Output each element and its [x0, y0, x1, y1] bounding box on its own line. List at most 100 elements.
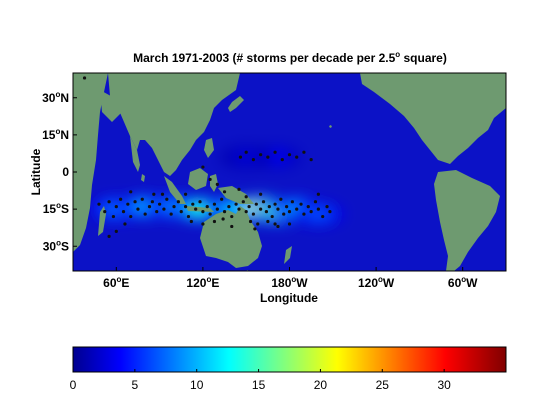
storm-point: [107, 200, 111, 204]
storm-point: [267, 205, 271, 209]
colorbar-tick-label: 25: [376, 378, 390, 392]
storm-point: [287, 153, 292, 157]
storm-point: [220, 197, 224, 201]
storm-point: [254, 202, 258, 206]
storm-point: [253, 227, 257, 231]
storm-point: [261, 200, 266, 204]
storm-points: [82, 76, 332, 238]
colorbar-tick-label: 30: [437, 378, 451, 392]
colorbar-tick-label: 5: [132, 378, 139, 392]
storm-point: [123, 222, 127, 226]
storm-point: [273, 202, 277, 206]
storm-point: [194, 207, 198, 211]
storm-point: [129, 214, 133, 219]
storm-point: [172, 205, 176, 209]
colorbar-tick-label: 0: [70, 378, 77, 392]
storm-point: [183, 205, 188, 209]
y-tick-label: 0: [62, 165, 69, 179]
land-asia: [108, 73, 240, 176]
storm-point: [158, 202, 162, 206]
storm-point: [82, 76, 87, 80]
storm-point: [121, 210, 126, 214]
storm-point: [295, 207, 299, 211]
x-axis-label: Longitude: [260, 291, 318, 305]
storm-point: [189, 219, 193, 224]
storm-point: [111, 214, 116, 219]
storm-point: [152, 192, 156, 196]
storm-point: [244, 195, 248, 199]
storm-point: [282, 212, 286, 216]
storm-point: [103, 210, 107, 214]
storm-point: [287, 222, 292, 226]
land-borneo: [188, 168, 208, 190]
storm-point: [316, 207, 320, 211]
storm-point: [136, 207, 140, 211]
land-masses: [73, 73, 506, 271]
storm-point: [276, 224, 280, 229]
y-tick-label: 15oS: [43, 201, 69, 216]
storm-point: [306, 205, 310, 209]
y-tick-label: 30oN: [42, 90, 69, 105]
colorbar: 0 5 10 15 20 25 30: [70, 346, 507, 392]
storm-point: [133, 200, 137, 204]
storm-point: [201, 222, 205, 226]
storm-point: [251, 212, 256, 216]
storm-point: [201, 210, 205, 214]
land-africa: [73, 73, 108, 252]
land-sulawesi: [210, 174, 218, 192]
colorbar-tick-label: 15: [252, 378, 266, 392]
storm-point: [126, 202, 130, 206]
x-tick-label: 120oW: [358, 275, 395, 290]
land-japan: [228, 96, 244, 112]
storm-point: [230, 214, 234, 219]
storm-point: [97, 202, 101, 206]
storm-point: [227, 205, 231, 209]
land-hawaii: [329, 125, 332, 128]
storm-point: [222, 210, 227, 214]
storm-point: [248, 219, 253, 224]
storm-point: [325, 205, 329, 209]
storm-point: [264, 210, 269, 214]
land-new-guinea: [218, 186, 254, 204]
land-north-america: [360, 73, 506, 164]
storm-point: [237, 207, 241, 211]
storm-point: [215, 207, 219, 211]
storm-point: [276, 207, 280, 211]
storm-point: [280, 158, 284, 162]
colorbar-tick-label: 20: [314, 378, 328, 392]
storm-point: [238, 155, 243, 159]
y-tick-label: 15oN: [42, 127, 69, 142]
storm-point: [129, 190, 133, 194]
storm-point: [321, 214, 325, 219]
storm-point: [208, 212, 212, 216]
storm-point: [295, 155, 299, 159]
storm-point: [285, 205, 289, 209]
land-arabia: [100, 90, 122, 122]
storm-point: [147, 205, 152, 209]
storm-point: [215, 182, 219, 186]
storm-point: [222, 190, 227, 194]
storm-point: [119, 197, 123, 201]
storm-point: [309, 158, 313, 162]
land-philippines: [204, 138, 214, 158]
storm-point: [234, 202, 238, 206]
land-new-zealand: [284, 246, 292, 264]
land-java: [186, 206, 214, 212]
map-area: [73, 73, 506, 271]
storm-point: [169, 212, 173, 216]
storm-point: [273, 150, 277, 154]
storm-point: [244, 150, 248, 154]
x-axis-ticks: 60oE 120oE 180oW 120oW 60oW: [103, 267, 478, 290]
storm-point: [309, 210, 313, 214]
storm-point: [237, 187, 241, 191]
storm-point: [212, 202, 217, 206]
x-tick-label: 120oE: [186, 275, 219, 290]
x-tick-label: 60oW: [448, 275, 478, 290]
storm-point: [299, 202, 303, 206]
storm-point: [114, 205, 118, 209]
storm-point: [179, 210, 183, 214]
y-tick-label: 30oS: [43, 238, 69, 253]
storm-point: [198, 200, 202, 204]
storm-point: [160, 192, 165, 196]
